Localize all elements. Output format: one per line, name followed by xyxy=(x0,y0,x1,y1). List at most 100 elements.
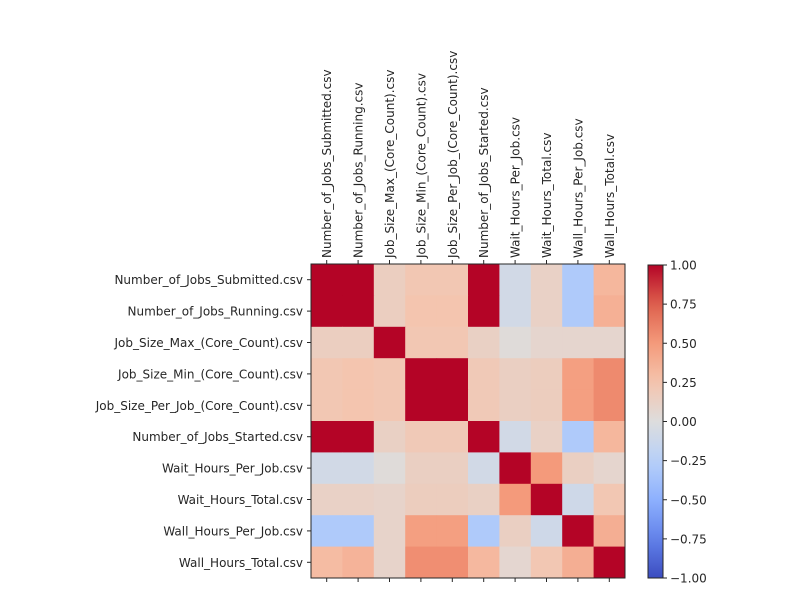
colorbar-tick-label: 1.00 xyxy=(670,259,697,273)
heatmap-cell xyxy=(468,389,500,422)
heatmap-cell xyxy=(311,264,343,296)
x-tick-label: Number_of_Jobs_Started.csv xyxy=(477,87,491,258)
heatmap-cell xyxy=(530,452,563,485)
colorbar: 1.00 0.75 0.50 0.25 0.00 −0.25 −0.50 −0.75 −1.00 xyxy=(647,259,707,586)
y-tick-label: Number_of_Jobs_Started.csv xyxy=(132,430,303,444)
heatmap-cell xyxy=(311,389,343,422)
heatmap-cell xyxy=(530,546,563,579)
heatmap-cell xyxy=(530,358,563,391)
heatmap-cell xyxy=(373,452,406,485)
heatmap-cell xyxy=(562,389,595,422)
heatmap-cell xyxy=(405,326,438,359)
heatmap-cell xyxy=(593,515,626,548)
x-tick-label: Wall_Hours_Total.csv xyxy=(603,134,617,258)
y-tick-label: Number_of_Jobs_Running.csv xyxy=(128,305,303,319)
heatmap-cell xyxy=(436,421,469,453)
heatmap-cell xyxy=(373,546,406,579)
heatmap-cell xyxy=(311,452,343,485)
heatmap-cell xyxy=(499,421,532,453)
x-tick-label: Number_of_Jobs_Submitted.csv xyxy=(320,69,334,258)
heatmap-cell xyxy=(436,295,469,328)
y-tick-label: Wait_Hours_Total.csv xyxy=(178,493,303,507)
heatmap-cell xyxy=(499,452,532,485)
heatmap-cell xyxy=(342,483,375,516)
heatmap-cell xyxy=(311,295,343,328)
heatmap-cell xyxy=(373,295,406,328)
heatmap-cell xyxy=(373,264,406,296)
colorbar-tick-label: −0.25 xyxy=(670,454,707,468)
heatmap-cell xyxy=(342,452,375,485)
heatmap-cell xyxy=(499,389,532,422)
heatmap-cell xyxy=(562,421,595,453)
heatmap-cell xyxy=(436,264,469,296)
heatmap-cell xyxy=(499,483,532,516)
heatmap-cell xyxy=(468,295,500,328)
heatmap-cell xyxy=(468,546,500,579)
heatmap-cell xyxy=(593,389,626,422)
heatmap-cell xyxy=(562,295,595,328)
heatmap-cell xyxy=(530,515,563,548)
heatmap-cell xyxy=(593,452,626,485)
heatmap-cell xyxy=(436,389,469,422)
heatmap-cell xyxy=(373,389,406,422)
heatmap-cell xyxy=(468,264,500,296)
heatmap-cell xyxy=(593,421,626,453)
heatmap-cell xyxy=(530,264,563,296)
colorbar-tick-label: −0.50 xyxy=(670,493,707,507)
heatmap-cell xyxy=(530,421,563,453)
heatmap-cell xyxy=(468,421,500,453)
x-tick-label: Wait_Hours_Per_Job.csv xyxy=(509,117,523,258)
heatmap-cell xyxy=(499,546,532,579)
heatmap-cell xyxy=(405,358,438,391)
heatmap-cell xyxy=(311,421,343,453)
colorbar-tick-label: −1.00 xyxy=(670,572,707,586)
heatmap-cell xyxy=(499,326,532,359)
heatmap-cell xyxy=(436,483,469,516)
y-tick-label: Wait_Hours_Per_Job.csv xyxy=(162,462,303,476)
x-tick-label: Wall_Hours_Per_Job.csv xyxy=(571,118,585,258)
heatmap-cell xyxy=(436,326,469,359)
y-tick-label: Job_Size_Min_(Core_Count).csv xyxy=(117,367,303,381)
heatmap-cell xyxy=(436,358,469,391)
heatmap-cell xyxy=(499,264,532,296)
colorbar-tick-label: 0.75 xyxy=(670,298,697,312)
heatmap-cell xyxy=(405,452,438,485)
heatmap-cell xyxy=(342,326,375,359)
heatmap-cell xyxy=(373,515,406,548)
heatmap-cell xyxy=(530,389,563,422)
heatmap-cell xyxy=(311,483,343,516)
heatmap-cell xyxy=(499,358,532,391)
colorbar-tick-label: 0.50 xyxy=(670,337,697,351)
heatmap-cell xyxy=(562,264,595,296)
heatmap-cell xyxy=(593,546,626,579)
y-tick-label: Job_Size_Per_Job_(Core_Count).csv xyxy=(95,399,303,413)
heatmap-cell xyxy=(530,483,563,516)
heatmap-cell xyxy=(405,421,438,453)
heatmap-cell xyxy=(311,546,343,579)
heatmap-cell xyxy=(593,295,626,328)
heatmap-cell xyxy=(342,515,375,548)
heatmap-cell xyxy=(436,515,469,548)
heatmap-cell xyxy=(405,483,438,516)
x-tick-label: Job_Size_Max_(Core_Count).csv xyxy=(383,70,397,259)
x-tick-label: Number_of_Jobs_Running.csv xyxy=(352,83,366,258)
heatmap-cell xyxy=(593,326,626,359)
y-tick-label: Number_of_Jobs_Submitted.csv xyxy=(114,273,303,287)
heatmap-cell xyxy=(342,295,375,328)
heatmap-cell xyxy=(311,358,343,391)
heatmap-cell xyxy=(373,421,406,453)
heatmap-cell xyxy=(468,326,500,359)
y-tick-label: Job_Size_Max_(Core_Count).csv xyxy=(114,336,303,350)
heatmap-cell xyxy=(468,452,500,485)
y-axis-ticks: Number_of_Jobs_Submitted.csv Number_of_Jo… xyxy=(95,273,311,570)
heatmap-cell xyxy=(468,483,500,516)
y-tick-label: Wall_Hours_Per_Job.csv xyxy=(163,524,303,538)
heatmap-cell xyxy=(593,358,626,391)
heatmap-cell xyxy=(373,326,406,359)
heatmap-cell xyxy=(530,326,563,359)
heatmap-cell xyxy=(405,546,438,579)
heatmap-cell xyxy=(499,295,532,328)
heatmap-cell xyxy=(311,326,343,359)
heatmap-cell xyxy=(373,483,406,516)
